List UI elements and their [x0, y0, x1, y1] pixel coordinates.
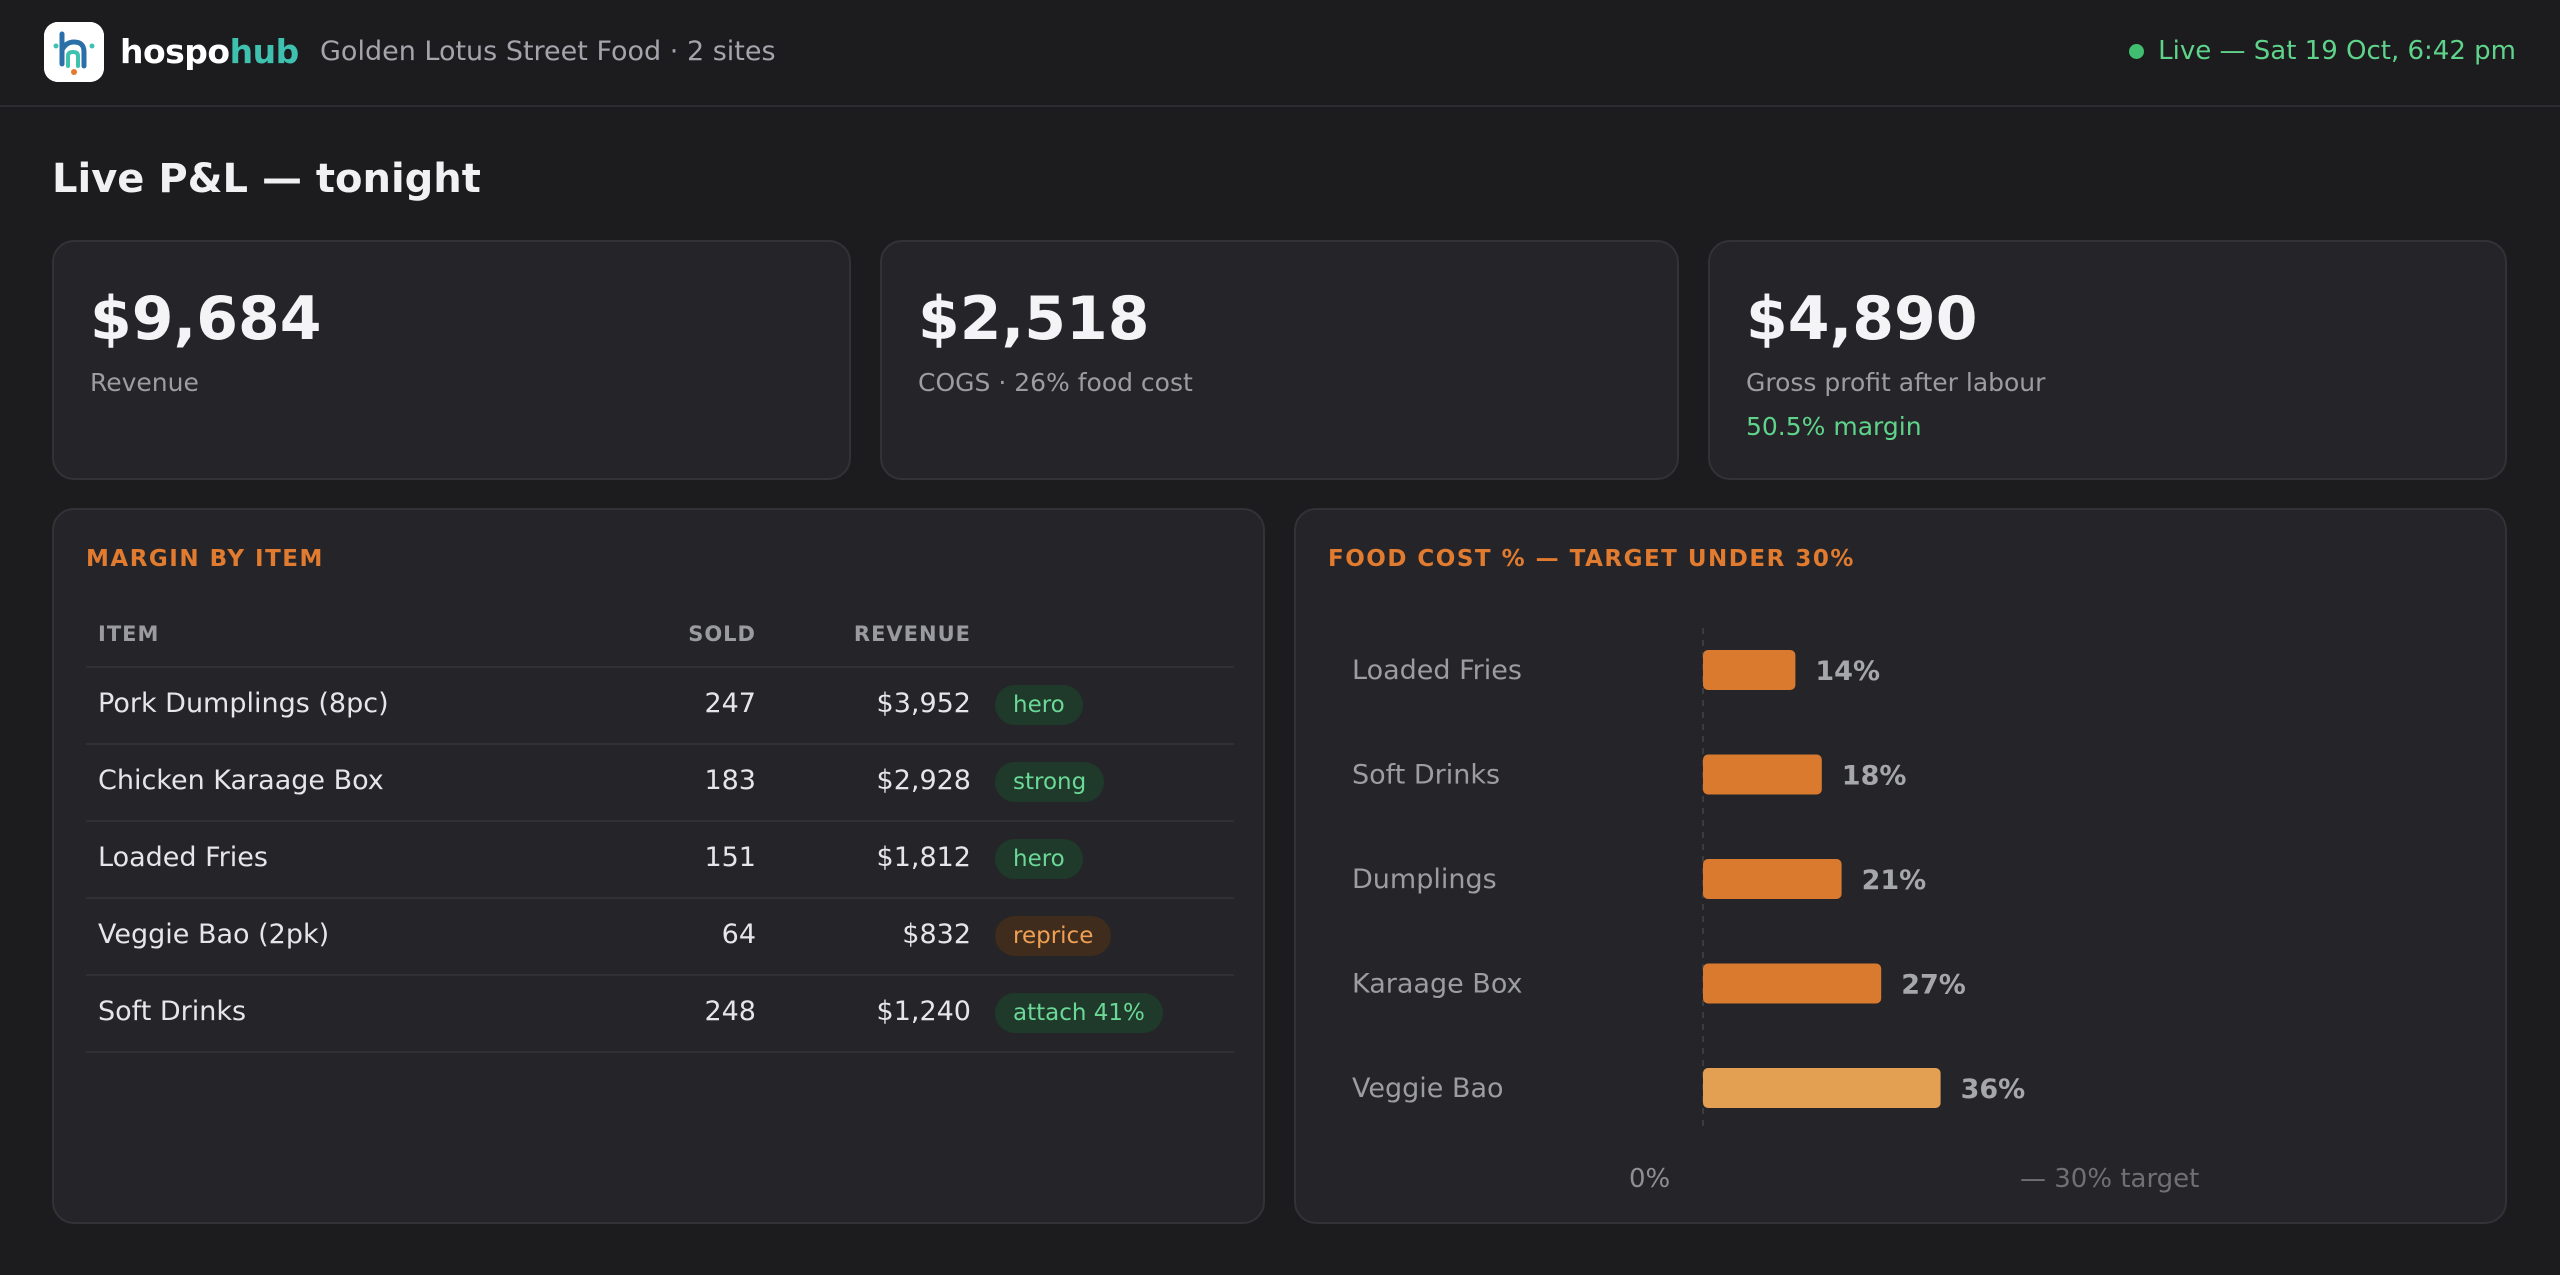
kpi-value: $2,518	[918, 284, 1150, 354]
chart-value-label: 27%	[1901, 970, 1966, 1001]
food-cost-chart-svg: Loaded Fries 14% Soft Drinks 18% Dumplings 21…	[1352, 628, 2199, 1194]
status-badge: hero	[995, 839, 1083, 879]
status-badge: strong	[995, 762, 1105, 802]
venue-name: Golden Lotus Street Food · 2 sites	[320, 36, 776, 67]
kpi-margin: 50.5% margin	[1746, 412, 1922, 441]
chart-category-label: Soft Drinks	[1352, 760, 1500, 791]
chart-value-label: 36%	[1961, 1074, 2026, 1105]
panel-title: FOOD COST % — TARGET UNDER 30%	[1328, 546, 1855, 572]
page-title: Live P&L — tonight	[52, 156, 481, 202]
cell-sold: 248	[704, 996, 756, 1027]
chart-value-label: 18%	[1842, 761, 1907, 792]
panel-title: MARGIN BY ITEM	[86, 546, 324, 572]
cell-item: Veggie Bao (2pk)	[98, 919, 330, 950]
chart-axis-start-label: 0%	[1629, 1164, 1670, 1194]
chart-category-label: Veggie Bao	[1352, 1073, 1504, 1104]
kpi-card-gross-profit: $4,890 Gross profit after labour 50.5% m…	[1708, 240, 2507, 480]
column-header-item[interactable]: ITEM	[98, 622, 160, 646]
column-header-sold[interactable]: SOLD	[688, 622, 756, 646]
table-header: ITEM SOLD REVENUE	[86, 608, 1234, 668]
cell-revenue: $832	[902, 919, 971, 950]
food-cost-chart: Loaded Fries 14% Soft Drinks 18% Dumplings 21…	[1296, 510, 2509, 1226]
chart-category-label: Karaage Box	[1352, 969, 1523, 1000]
chart-bar	[1703, 1068, 1941, 1108]
top-bar: hospohub Golden Lotus Street Food · 2 si…	[0, 0, 2560, 107]
column-header-revenue[interactable]: REVENUE	[853, 622, 971, 646]
table-row[interactable]: Soft Drinks 248 $1,240 attach 41%	[86, 976, 1234, 1053]
chart-category-label: Dumplings	[1352, 864, 1497, 895]
cell-sold: 151	[704, 842, 756, 873]
cell-revenue: $1,240	[876, 996, 971, 1027]
live-status: Live — Sat 19 Oct, 6:42 pm	[2129, 36, 2516, 66]
chart-value-label: 21%	[1862, 865, 1927, 896]
live-dot-icon	[2129, 43, 2145, 59]
cell-sold: 183	[704, 765, 756, 796]
chart-bar	[1703, 650, 1796, 690]
chart-category-label: Loaded Fries	[1352, 655, 1522, 686]
cell-revenue: $3,952	[876, 688, 971, 719]
food-cost-panel: FOOD COST % — TARGET UNDER 30% Loaded Fr…	[1294, 508, 2507, 1224]
cell-item: Pork Dumplings (8pc)	[98, 688, 389, 719]
cell-item: Chicken Karaage Box	[98, 765, 384, 796]
kpi-label: COGS · 26% food cost	[918, 368, 1193, 397]
live-status-text: Live — Sat 19 Oct, 6:42 pm	[2158, 36, 2516, 66]
margin-table: ITEM SOLD REVENUE Pork Dumplings (8pc) 2…	[86, 608, 1234, 1053]
kpi-label: Gross profit after labour	[1746, 368, 2046, 397]
chart-value-label: 14%	[1815, 656, 1880, 687]
status-badge: attach 41%	[995, 993, 1163, 1033]
cell-item: Loaded Fries	[98, 842, 268, 873]
status-badge: hero	[995, 685, 1083, 725]
brand-name-part2: hub	[229, 32, 300, 71]
margin-by-item-panel: MARGIN BY ITEM ITEM SOLD REVENUE Pork Du…	[52, 508, 1265, 1224]
chart-bar	[1703, 754, 1822, 795]
table-row[interactable]: Chicken Karaage Box 183 $2,928 strong	[86, 745, 1234, 822]
kpi-card-revenue: $9,684 Revenue	[52, 240, 851, 480]
table-row[interactable]: Loaded Fries 151 $1,812 hero	[86, 822, 1234, 899]
cell-revenue: $1,812	[876, 842, 971, 873]
chart-bar	[1703, 963, 1882, 1004]
chart-bar	[1703, 859, 1842, 899]
chart-target-label: — 30% target	[2020, 1164, 2199, 1194]
kpi-label: Revenue	[90, 368, 199, 397]
status-badge: reprice	[995, 916, 1112, 956]
hospohub-logo-icon[interactable]	[44, 22, 104, 82]
kpi-card-cogs: $2,518 COGS · 26% food cost	[880, 240, 1679, 480]
kpi-value: $4,890	[1746, 284, 1978, 354]
kpi-value: $9,684	[90, 284, 322, 354]
cell-item: Soft Drinks	[98, 996, 247, 1027]
brand-name-part1: hospo	[120, 32, 230, 71]
table-row[interactable]: Veggie Bao (2pk) 64 $832 reprice	[86, 899, 1234, 976]
cell-sold: 64	[721, 919, 756, 950]
table-row[interactable]: Pork Dumplings (8pc) 247 $3,952 hero	[86, 668, 1234, 745]
cell-sold: 247	[704, 688, 756, 719]
cell-revenue: $2,928	[876, 765, 971, 796]
brand-name: hospohub	[120, 32, 299, 71]
